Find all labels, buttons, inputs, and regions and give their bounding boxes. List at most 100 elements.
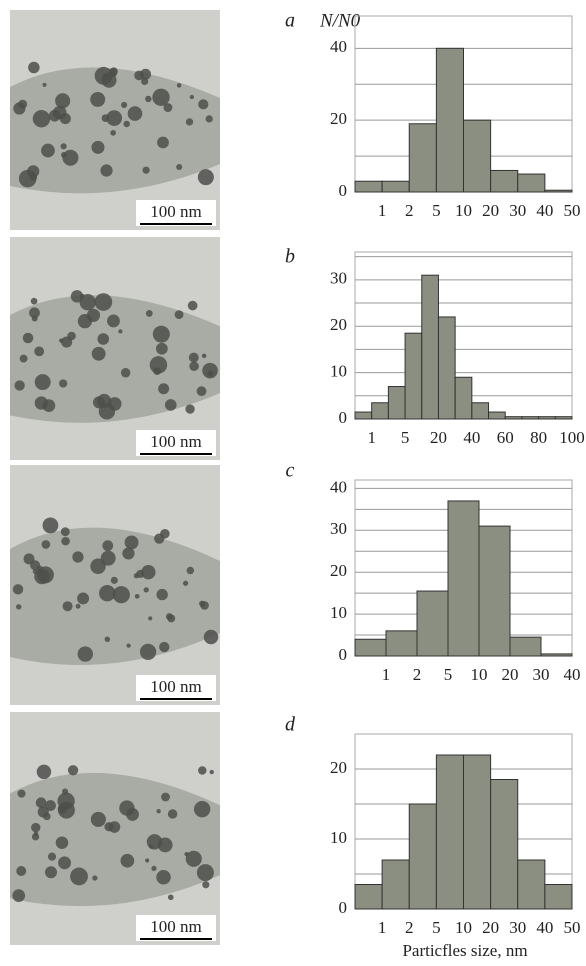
y-tick-label: 30	[330, 269, 347, 288]
bar	[489, 412, 506, 419]
x-tick-label: 1	[367, 428, 376, 447]
panel-letter: a	[285, 10, 295, 32]
particle	[78, 314, 92, 328]
particle	[165, 399, 177, 411]
panel-letter: d	[285, 714, 296, 736]
particle	[13, 584, 23, 594]
particle	[13, 102, 25, 114]
particle	[175, 310, 184, 319]
particle	[104, 822, 113, 831]
x-tick-label: 5	[432, 201, 441, 220]
particle	[100, 164, 112, 176]
particle	[202, 881, 209, 888]
particle	[92, 875, 97, 880]
x-tick-label: 40	[536, 918, 553, 937]
x-tick-label: 20	[502, 665, 519, 684]
particle	[80, 294, 85, 299]
x-tick-label: 60	[497, 428, 514, 447]
particle	[14, 380, 24, 390]
particle	[43, 813, 51, 821]
particle	[108, 68, 117, 77]
tem-cluster	[10, 67, 220, 193]
particle	[90, 92, 105, 107]
particle	[168, 809, 177, 818]
bar	[417, 591, 448, 656]
particle	[198, 99, 208, 109]
particle	[134, 71, 144, 81]
particle	[60, 143, 66, 149]
x-tick-label: 20	[430, 428, 447, 447]
particle	[145, 858, 149, 862]
particle	[59, 338, 63, 342]
particle	[62, 789, 68, 795]
y-tick-label: 10	[330, 828, 347, 847]
particle	[42, 540, 51, 549]
particle	[161, 793, 170, 802]
bar	[386, 631, 417, 656]
particle	[111, 577, 118, 584]
particle	[156, 809, 160, 813]
particle	[31, 298, 38, 305]
bar	[491, 780, 518, 910]
bar	[409, 124, 436, 192]
y-tick-label: 20	[330, 315, 347, 334]
particle	[202, 354, 206, 358]
particle	[102, 540, 113, 551]
particle	[17, 790, 25, 798]
particle	[16, 604, 21, 609]
x-tick-label: 30	[533, 665, 550, 684]
panel-letter: b	[285, 246, 295, 268]
particle	[176, 164, 182, 170]
particle	[184, 852, 188, 856]
bar	[545, 885, 572, 910]
particle	[156, 870, 170, 884]
x-tick-label: 5	[401, 428, 410, 447]
bar	[479, 526, 510, 656]
particle	[198, 766, 206, 774]
particle	[125, 535, 139, 549]
particle	[63, 601, 73, 611]
particle	[206, 115, 213, 122]
x-tick-label: 2	[413, 665, 422, 684]
particle	[141, 565, 155, 579]
particle	[99, 585, 115, 601]
x-tick-label: 5	[444, 665, 453, 684]
bar	[491, 170, 518, 192]
x-tick-label: 40	[564, 665, 581, 684]
particle	[59, 379, 67, 387]
bar	[464, 755, 491, 909]
x-tick-label: 1	[382, 665, 391, 684]
y-axis-label: N/N0	[319, 10, 361, 31]
particle	[102, 114, 110, 122]
particle	[58, 802, 75, 819]
particle	[186, 118, 193, 125]
bar	[382, 181, 409, 192]
y-tick-label: 20	[330, 109, 347, 128]
particle	[101, 551, 116, 566]
particle	[151, 866, 156, 871]
particle	[158, 383, 169, 394]
bar	[409, 804, 436, 909]
particle	[107, 315, 120, 328]
particle	[140, 644, 156, 660]
bar	[388, 387, 405, 419]
bar	[518, 174, 545, 192]
x-tick-label: 20	[482, 918, 499, 937]
bar	[372, 403, 389, 419]
particle	[119, 800, 134, 815]
particle	[16, 866, 26, 876]
particle	[152, 89, 169, 106]
particle	[55, 93, 70, 108]
particle	[121, 368, 130, 377]
particle	[48, 853, 56, 861]
particle	[12, 889, 25, 902]
particle	[187, 567, 194, 574]
bar	[518, 860, 545, 909]
particle	[121, 102, 127, 108]
y-tick-label: 20	[330, 561, 347, 580]
bar	[355, 181, 382, 192]
particle	[91, 141, 104, 154]
particle	[156, 589, 167, 600]
scale-label: 100 nm	[150, 202, 201, 221]
particle	[194, 801, 210, 817]
